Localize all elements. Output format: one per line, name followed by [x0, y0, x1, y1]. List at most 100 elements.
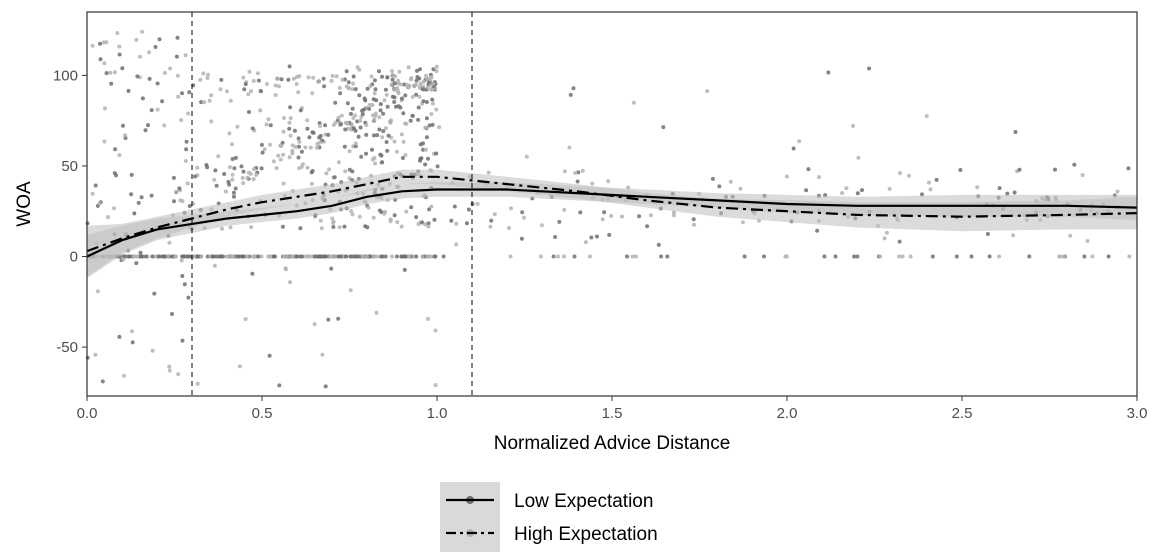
scatter-point — [193, 174, 197, 179]
scatter-point — [364, 254, 369, 259]
scatter-point — [348, 111, 353, 116]
scatter-point — [180, 338, 185, 343]
scatter-point — [311, 75, 316, 80]
scatter-point — [420, 87, 425, 92]
scatter-point — [182, 282, 187, 287]
scatter-point — [806, 167, 811, 172]
scatter-point — [414, 254, 419, 259]
scatter-point — [351, 81, 356, 86]
scatter-point — [174, 189, 179, 194]
scatter-point — [307, 135, 312, 140]
x-tick-label: 1.0 — [427, 405, 448, 422]
scatter-point — [421, 79, 426, 84]
scatter-point — [106, 215, 110, 220]
scatter-point — [296, 90, 301, 95]
scatter-point — [423, 222, 427, 227]
scatter-point — [404, 209, 409, 214]
scatter-point — [273, 93, 278, 97]
scatter-point — [218, 87, 223, 92]
scatter-point — [345, 101, 350, 106]
scatter-point — [250, 271, 255, 276]
scatter-point — [344, 254, 349, 259]
scatter-point — [183, 53, 188, 58]
scatter-point — [195, 254, 200, 259]
scatter-point — [308, 254, 313, 259]
scatter-point — [209, 93, 214, 98]
scatter-point — [251, 78, 256, 83]
scatter-point — [333, 100, 338, 105]
scatter-point — [370, 147, 374, 152]
scatter-point — [255, 71, 260, 76]
scatter-point — [331, 122, 336, 127]
scatter-point — [539, 223, 544, 228]
scatter-point — [855, 254, 860, 259]
scatter-point — [418, 81, 423, 86]
scatter-point — [321, 76, 326, 81]
scatter-point — [305, 126, 310, 131]
scatter-point — [228, 98, 233, 103]
scatter-point — [350, 169, 355, 174]
scatter-point — [375, 133, 380, 138]
scatter-point — [431, 67, 436, 72]
scatter-point — [249, 225, 254, 230]
scatter-point — [452, 204, 457, 209]
scatter-point — [185, 181, 190, 186]
scatter-point — [402, 267, 407, 272]
confidence-ribbons — [87, 169, 1137, 279]
scatter-point — [216, 154, 221, 159]
scatter-point — [659, 254, 664, 259]
scatter-point — [322, 84, 327, 89]
scatter-point — [90, 43, 95, 48]
scatter-point — [356, 134, 361, 139]
scatter-point — [120, 66, 125, 71]
scatter-point — [403, 93, 408, 98]
scatter-point — [176, 372, 181, 377]
scatter-point — [131, 254, 136, 259]
scatter-point — [390, 254, 394, 259]
scatter-point — [384, 92, 389, 97]
scatter-point — [297, 139, 302, 144]
scatter-point — [372, 254, 377, 259]
scatter-point — [571, 86, 576, 91]
scatter-point — [409, 205, 414, 210]
scatter-point — [740, 220, 745, 225]
scatter-point — [337, 225, 342, 230]
scatter-point — [396, 78, 401, 83]
scatter-point — [1011, 233, 1016, 238]
scatter-point — [298, 108, 303, 113]
scatter-point — [434, 64, 439, 69]
scatter-point — [281, 129, 286, 134]
scatter-point — [338, 91, 343, 96]
scatter-point — [351, 74, 356, 79]
scatter-point — [898, 171, 902, 176]
scatter-point — [231, 254, 236, 259]
scatter-point — [300, 254, 305, 259]
scatter-point — [347, 176, 352, 181]
scatter-point — [150, 254, 155, 259]
scatter-point — [241, 75, 246, 80]
scatter-point — [347, 149, 352, 154]
scatter-point — [276, 153, 281, 158]
scatter-point — [93, 183, 98, 188]
scatter-point — [294, 75, 299, 79]
scatter-point — [291, 76, 296, 81]
scatter-point — [183, 159, 188, 163]
scatter-point — [575, 179, 580, 184]
scatter-point — [246, 170, 251, 175]
scatter-point — [205, 165, 210, 170]
scatter-point — [417, 94, 422, 99]
scatter-point — [309, 181, 314, 186]
scatter-point — [296, 155, 301, 160]
scatter-point — [424, 116, 429, 121]
scatter-point — [562, 169, 567, 174]
scatter-point — [93, 352, 98, 357]
scatter-point — [305, 118, 310, 123]
scatter-point — [103, 106, 107, 111]
scatter-point — [173, 254, 178, 259]
scatter-point — [157, 254, 162, 259]
scatter-point — [230, 172, 235, 177]
scatter-point — [177, 186, 182, 191]
scatter-point — [294, 254, 299, 259]
scatter-point — [383, 126, 388, 131]
scatter-point — [380, 135, 385, 140]
